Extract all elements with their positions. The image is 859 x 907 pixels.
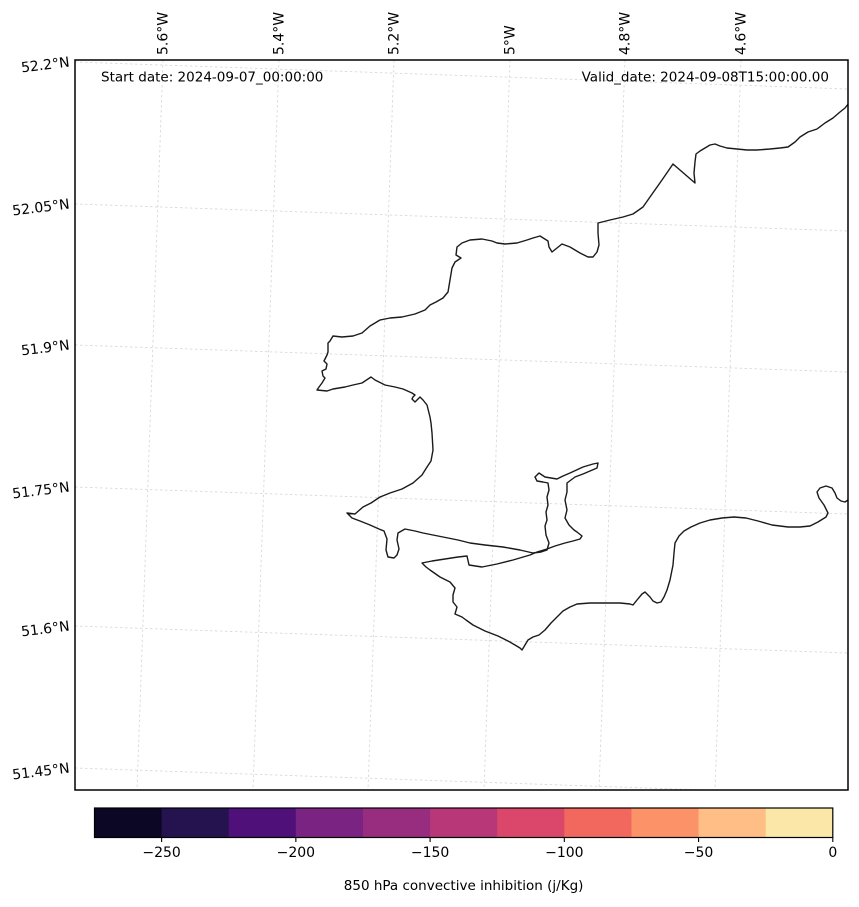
parallel-gridline [75, 344, 848, 373]
lon-tick-label: 4.8°W [618, 12, 634, 55]
coastline-path [316, 103, 848, 651]
colorbar [94, 808, 834, 838]
valid-date-label: Valid_date: 2024-09-08T15:00:00.00 [582, 70, 829, 86]
parallel-gridline [75, 486, 848, 515]
lon-tick-label: 5°W [503, 25, 519, 55]
colorbar-segment [564, 808, 633, 838]
colorbar-outline [93, 807, 834, 839]
colorbar-segment [698, 808, 767, 838]
map-frame [74, 59, 849, 791]
lon-tick-label: 5.6°W [156, 12, 172, 55]
colorbar-tick-label: 0 [828, 845, 837, 861]
colorbar-segment [295, 808, 364, 838]
colorbar-tick-label: −250 [142, 845, 180, 861]
lon-tick-label: 5.4°W [272, 12, 288, 55]
graticule-gridlines [75, 60, 848, 790]
colorbar-tick-label: −50 [684, 845, 714, 861]
meridian-gridline [598, 60, 626, 790]
lat-tick-label: 51.6°N [20, 619, 70, 641]
meridian-gridline [252, 60, 280, 790]
longitude-axis: 5.6°W 5.4°W 5.2°W 5°W 4.8°W 4.6°W [156, 12, 750, 55]
meridian-gridline [367, 60, 395, 790]
colorbar-segment [228, 808, 297, 838]
colorbar-segment [765, 808, 834, 838]
colorbar-segment [161, 808, 230, 838]
lon-tick-label: 4.6°W [734, 12, 750, 55]
colorbar-axis-label: 850 hPa convective inhibition (j/Kg) [344, 878, 584, 894]
colorbar-ticks [161, 837, 834, 842]
lat-tick-label: 52.2°N [20, 55, 70, 77]
colorbar-tick-labels: −250 −200 −150 −100 −50 0 [142, 845, 837, 861]
lat-tick-label: 51.45°N [11, 761, 70, 784]
lat-tick-label: 52.05°N [11, 197, 70, 220]
parallel-gridline [75, 767, 718, 790]
colorbar-segment [430, 808, 498, 838]
parallel-gridline [75, 61, 848, 90]
lat-tick-label: 51.9°N [20, 338, 70, 360]
parallel-gridline [75, 625, 848, 654]
meridian-gridline [483, 60, 511, 790]
meridian-gridline [136, 60, 164, 790]
colorbar-tick-label: −100 [545, 845, 583, 861]
colorbar-segment [362, 808, 431, 838]
colorbar-segment [497, 808, 565, 838]
lon-tick-label: 5.2°W [387, 12, 403, 55]
lat-tick-label: 51.75°N [11, 480, 70, 503]
latitude-axis: 52.2°N 52.05°N 51.9°N 51.75°N 51.6°N 51.45°N [11, 55, 70, 784]
colorbar-segment [94, 808, 163, 838]
meridian-gridline [714, 60, 742, 790]
colorbar-tick-label: −200 [277, 845, 315, 861]
colorbar-segment [631, 808, 700, 838]
start-date-label: Start date: 2024-09-07_00:00:00 [101, 70, 323, 86]
colorbar-tick-label: −150 [411, 845, 449, 861]
parallel-gridline [75, 203, 848, 232]
